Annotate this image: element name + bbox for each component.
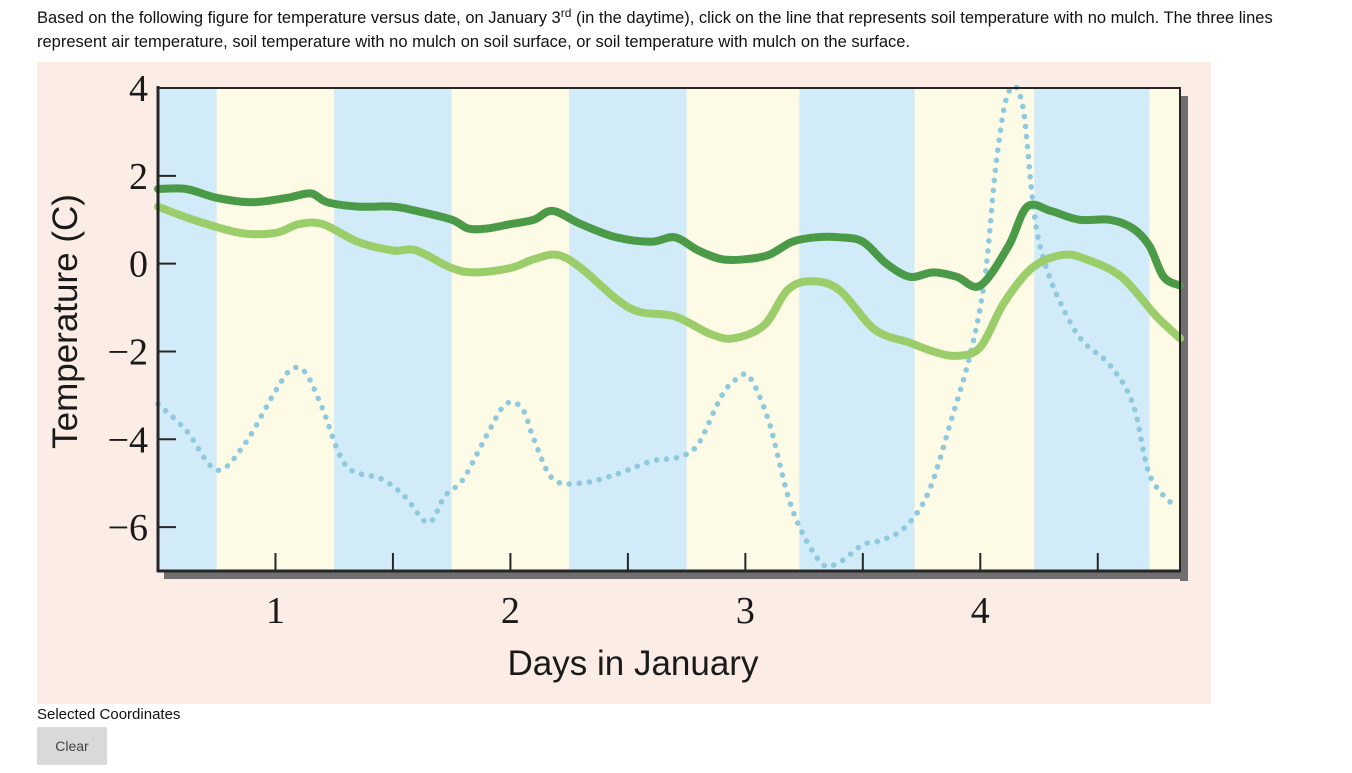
question-text-after: (in the daytime), click on the line that… bbox=[37, 9, 1273, 51]
x-tick-label: 4 bbox=[971, 590, 990, 632]
plot-shadow-bottom bbox=[164, 571, 1188, 579]
y-axis-title: Temperature (C) bbox=[46, 194, 85, 449]
plot-shadow-right bbox=[1180, 96, 1188, 581]
x-axis-title: Days in January bbox=[508, 644, 759, 683]
temperature-chart-svg[interactable]: 4 2 0 −2 −4 −6 1 2 3 4 Days in January Temperatur… bbox=[37, 62, 1211, 704]
band-day-1 bbox=[216, 88, 335, 571]
band-day-3 bbox=[451, 88, 570, 571]
temperature-chart[interactable]: 4 2 0 −2 −4 −6 1 2 3 4 Days in January Temperatur… bbox=[37, 62, 1211, 704]
selected-coordinates-label: Selected Coordinates bbox=[37, 706, 181, 723]
band-night-2 bbox=[334, 88, 452, 571]
day-night-bands bbox=[158, 88, 1180, 571]
axes bbox=[156, 86, 1181, 573]
y-tick-label: −4 bbox=[108, 419, 148, 461]
y-tick-label: −2 bbox=[108, 331, 148, 373]
plot-shadow bbox=[164, 96, 1188, 581]
y-tick-label: −6 bbox=[108, 507, 148, 549]
y-tick-label: 4 bbox=[129, 68, 148, 110]
band-night-4 bbox=[569, 88, 687, 571]
ticks: 4 2 0 −2 −4 −6 1 2 3 4 bbox=[108, 68, 1099, 632]
clear-button[interactable]: Clear bbox=[37, 727, 107, 765]
band-night-0 bbox=[158, 88, 217, 571]
band-night-6 bbox=[799, 88, 915, 571]
question-text: Based on the following figure for temper… bbox=[37, 6, 1337, 54]
series-line-dark-green[interactable] bbox=[154, 184, 1184, 291]
series-line-dotted[interactable] bbox=[155, 83, 1176, 570]
x-tick-label: 2 bbox=[501, 590, 520, 632]
question-text-before: Based on the following figure for temper… bbox=[37, 9, 561, 27]
question-superscript: rd bbox=[560, 6, 572, 20]
series-group[interactable] bbox=[154, 83, 1184, 570]
y-tick-label: 0 bbox=[129, 244, 148, 286]
x-tick-label: 3 bbox=[736, 590, 755, 632]
y-tick-label: 2 bbox=[129, 156, 148, 198]
series-line-light-green[interactable] bbox=[154, 202, 1184, 360]
x-tick-label: 1 bbox=[266, 590, 285, 632]
band-night-8 bbox=[1034, 88, 1150, 571]
